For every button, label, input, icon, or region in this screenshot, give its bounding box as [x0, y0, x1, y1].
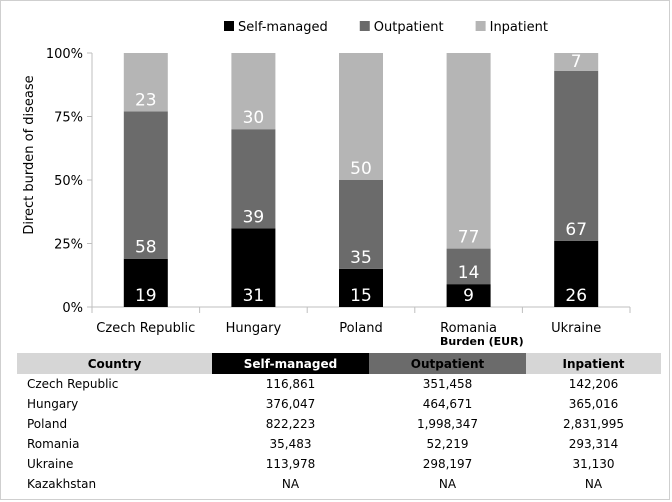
- table-cell-value: 298,197: [422, 457, 473, 471]
- legend-label: Inpatient: [490, 20, 548, 35]
- data-label: 14: [458, 263, 480, 283]
- data-label: 31: [243, 286, 265, 306]
- table-cell-value: NA: [438, 477, 457, 491]
- table-cell-country: Poland: [27, 417, 68, 431]
- table-cell-value: 365,016: [568, 397, 619, 411]
- table-header-country: Country: [17, 353, 212, 374]
- table-body: Czech Republic 116,861 351,458 142,206 Hunga…: [17, 374, 661, 494]
- bar-segment-outpatient: [554, 70, 599, 241]
- table-cell-value: 464,671: [422, 397, 473, 411]
- data-label: 9: [463, 286, 474, 306]
- bar-segment-outpatient: [446, 248, 491, 285]
- table-row: Ukraine 113,978 298,197 31,130: [17, 454, 661, 474]
- table-cell-value: 351,458: [422, 377, 473, 391]
- data-label: 23: [135, 90, 157, 110]
- y-tick-label: 75%: [54, 111, 83, 126]
- x-tick-label: Czech Republic: [96, 321, 195, 336]
- table-header-outpatient: Outpatient: [369, 353, 526, 374]
- data-label: 15: [350, 286, 372, 306]
- bar-segment-outpatient: [339, 180, 383, 269]
- data-label: 50: [350, 159, 372, 179]
- legend-swatch-inpatient: [475, 21, 486, 31]
- x-tick-label: Hungary: [226, 321, 282, 336]
- bar-segment-self-managed: [339, 268, 383, 307]
- table-cell-value: NA: [281, 477, 300, 491]
- table-row: Hungary 376,047 464,671 365,016: [17, 394, 661, 414]
- table-cell-country: Czech Republic: [27, 377, 119, 391]
- legend-label: Self-managed: [238, 20, 328, 35]
- bar-segment-self-managed: [554, 240, 599, 307]
- table-cell-country: Hungary: [27, 397, 79, 411]
- table-cell-value: 31,130: [572, 457, 615, 471]
- table-cell-value: 116,861: [265, 377, 316, 391]
- table-cell-value: 142,206: [568, 377, 619, 391]
- data-label: 19: [135, 286, 157, 306]
- table-cell-value: 1,998,347: [416, 417, 479, 431]
- burden-table: Country Self-managed Outpatient Inpatient C…: [17, 353, 661, 494]
- data-label: 77: [458, 228, 480, 248]
- table-cell-value: 2,831,995: [562, 417, 625, 431]
- table-header-self-managed: Self-managed: [212, 353, 369, 374]
- table-cell-country: Romania: [27, 437, 80, 451]
- table-header-inpatient: Inpatient: [526, 353, 661, 374]
- table-cell-value: 376,047: [265, 397, 316, 411]
- legend-swatch-self-managed: [224, 21, 234, 31]
- x-tick-label: Poland: [339, 321, 382, 336]
- table-cell-value: 293,314: [568, 437, 619, 451]
- table-row: Romania 35,483 52,219 293,314: [17, 434, 661, 454]
- table-row: Czech Republic 116,861 351,458 142,206: [17, 374, 661, 394]
- bar-segment-outpatient: [231, 129, 276, 229]
- bar-segment-inpatient: [231, 53, 276, 130]
- y-tick-label: 100%: [46, 47, 83, 62]
- bar-segment-self-managed: [123, 258, 168, 307]
- legend-swatch-outpatient: [359, 21, 370, 31]
- bar-segment-outpatient: [123, 111, 168, 259]
- y-axis-title: Direct burden of disease: [22, 75, 37, 234]
- table-cell-value: 822,223: [265, 417, 316, 431]
- table-cell-value: NA: [584, 477, 603, 491]
- bar-segment-self-managed: [231, 228, 276, 307]
- stacked-bar-chart: 0% 25% 50% 75% 100% Direct burden of disease C…: [22, 20, 631, 336]
- table-row: Poland 822,223 1,998,347 2,831,995: [17, 414, 661, 434]
- bar-segment-inpatient: [446, 53, 491, 249]
- x-tick-label: Ukraine: [551, 321, 601, 336]
- table-row: Kazakhstan NA NA NA: [17, 474, 661, 494]
- y-tick-label: 0%: [62, 301, 83, 316]
- bar-segment-inpatient: [554, 53, 599, 71]
- table-title: Burden (EUR): [440, 335, 524, 348]
- data-label: 39: [243, 207, 265, 227]
- table-cell-country: Ukraine: [27, 457, 74, 471]
- y-tick-label: 25%: [54, 238, 83, 253]
- bar-segment-inpatient: [339, 53, 383, 180]
- data-label: 26: [565, 286, 587, 306]
- table-cell-value: 35,483: [269, 437, 312, 451]
- data-label: 58: [135, 238, 157, 258]
- data-label: 7: [571, 52, 582, 72]
- legend-label: Outpatient: [374, 20, 444, 35]
- bar-segment-inpatient: [123, 53, 168, 112]
- data-label: 30: [243, 108, 265, 128]
- y-tick-label: 50%: [54, 174, 83, 189]
- table-header-row: Country Self-managed Outpatient Inpatient: [17, 353, 661, 374]
- table-cell-value: 52,219: [426, 437, 469, 451]
- data-label: 35: [350, 248, 372, 268]
- bar-segment-self-managed: [446, 284, 491, 307]
- x-tick-label: Romania: [440, 321, 497, 336]
- table-cell-country: Kazakhstan: [27, 477, 97, 491]
- table-cell-value: 113,978: [265, 457, 316, 471]
- data-label: 67: [565, 220, 587, 240]
